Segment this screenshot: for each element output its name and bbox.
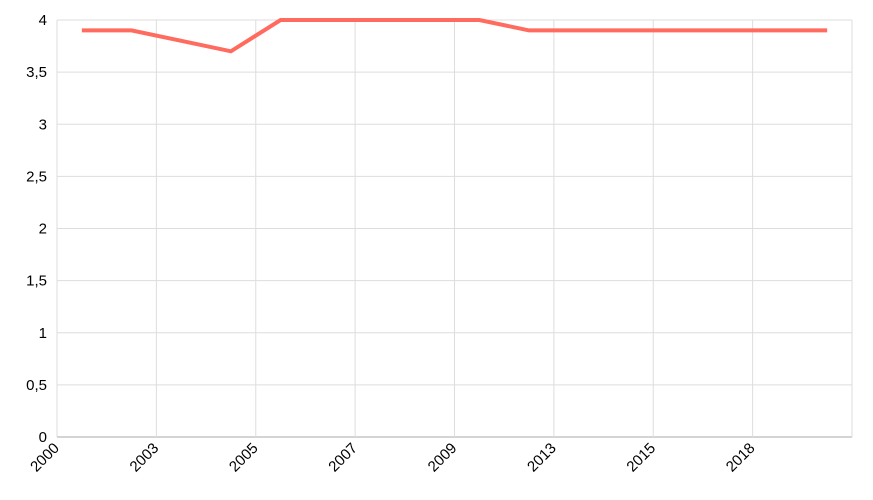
x-tick-label: 2009 [425,440,461,476]
series-line [81,18,828,54]
grid [56,19,853,438]
x-tick-label: 2005 [226,440,262,476]
y-tick-label: 3 [39,116,47,133]
y-tick-label: 2,5 [26,168,47,185]
y-axis: 0 0,5 1 1,5 2 2,5 3 3,5 4 [26,12,47,446]
x-tick-label: 2015 [623,440,659,476]
y-tick-label: 0 [39,429,47,446]
y-tick-label: 1 [39,325,47,342]
y-tick-label: 1,5 [26,273,47,290]
series-layer [81,18,828,54]
y-tick-label: 4 [39,12,47,29]
x-tick-label: 2003 [127,440,163,476]
x-axis: 2000 2003 2005 2007 2009 2013 2015 2018 [27,440,758,476]
y-tick-label: 0,5 [26,377,47,394]
x-tick-label: 2013 [524,440,560,476]
x-tick-label: 2000 [27,440,63,476]
x-tick-label: 2007 [325,440,361,476]
x-tick-label: 2018 [723,440,759,476]
y-tick-label: 3,5 [26,64,47,81]
y-tick-label: 2 [39,221,47,238]
